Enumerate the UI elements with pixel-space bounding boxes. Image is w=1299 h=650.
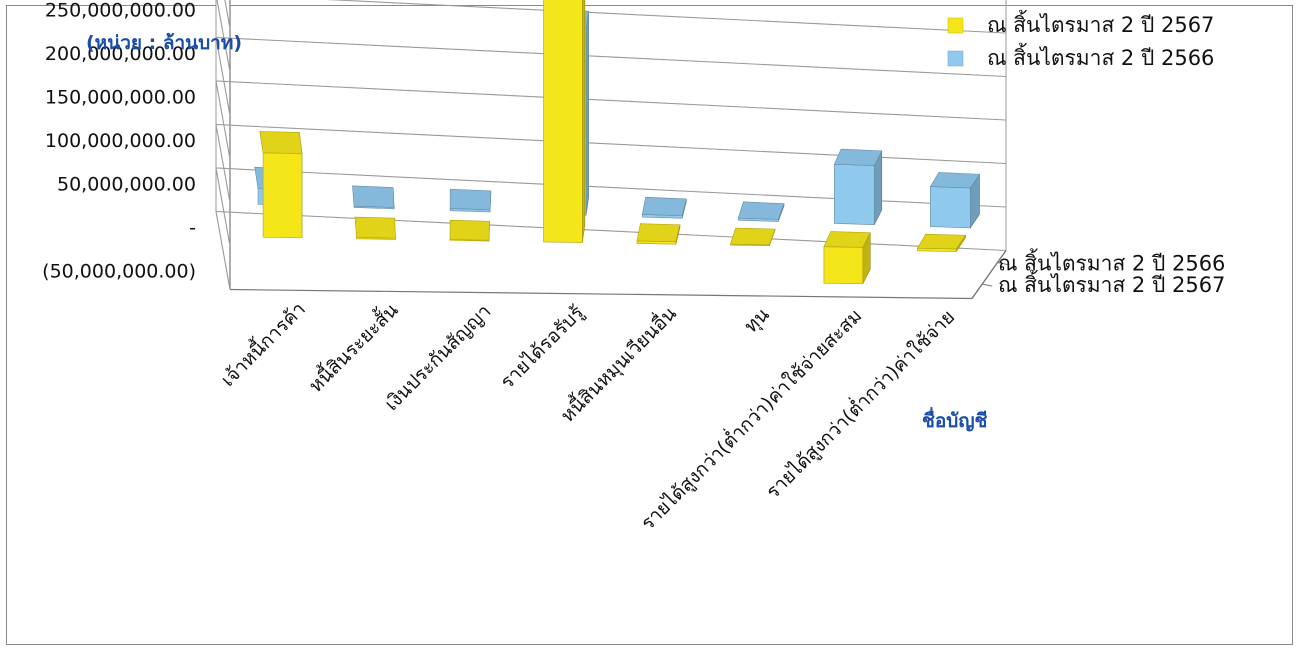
y-tick-label: 200,000,000.00 [45,43,196,65]
bar [730,227,776,247]
bar [259,131,303,239]
x-tick-label: ทุน [740,304,774,338]
bar-side [582,0,586,243]
y-tick-label: 250,000,000.00 [45,0,196,22]
y-tick-label: - [189,217,196,239]
bar-top [641,196,687,217]
y-tick-label: 150,000,000.00 [45,87,196,109]
floor-front-edge [229,288,973,300]
gridline [215,123,1007,203]
bar [929,172,981,229]
gridline [215,210,1007,290]
y-tick-label: (50,000,000.00) [42,261,196,283]
bar [449,188,492,213]
bar [543,0,586,243]
left-wall [216,0,230,290]
bar-front [834,163,875,226]
bar-top [916,233,966,250]
gridline [224,0,231,29]
bar-side [585,11,589,216]
bar [833,148,883,226]
bar-front [262,152,303,239]
x-axis-ticks: เจ้าหนี้การค้าหนี้สินระยะสั้นเงินประกันส… [215,296,959,534]
bar [354,216,396,240]
bar [641,196,687,219]
gridline [216,0,1007,73]
chart-walls [215,0,1007,300]
bar-front [930,186,971,229]
bar-top [929,172,981,189]
gridlines [215,0,1007,290]
legend-swatch [947,50,964,67]
depth-label: ณ สิ้นไตรมาส 2 ปี 2567 [998,270,1225,297]
bar-top [449,188,492,211]
y-tick-label: 100,000,000.00 [45,130,196,152]
x-tick-label: รายได้รอรับรู้ [496,301,588,393]
x-tick-label: หนี้สินระยะสั้น [303,297,403,397]
bar-top [352,185,395,208]
depth-tick [997,262,1008,265]
depth-label: ณ สิ้นไตรมาส 2 ปี 2566 [998,249,1225,276]
bar-top [730,227,776,246]
gridline [215,80,1007,160]
legend: ณ สิ้นไตรมาส 2 ปี 2567 ณ สิ้นไตรมาส 2 ปี … [947,10,1214,70]
gridline [215,36,1007,116]
bar-top [449,219,490,241]
unit-label: (หน่วย : ล้านบาท) [86,32,242,54]
bar-front [543,0,583,243]
bar-top [833,148,883,166]
bar-top [737,201,785,220]
bar [636,223,681,245]
bar-top [636,223,681,242]
x-tick-label: เจ้าหนี้การค้า [215,296,310,391]
legend-swatch [947,17,964,34]
x-tick-label: รายได้สูงกว่า(ต่ำกว่า)ค่าใช้จ่าย [760,304,959,503]
bar-top [354,216,396,239]
y-tick-label: 50,000,000.00 [57,174,196,196]
bar-front [823,246,864,285]
bar [352,185,395,210]
bar [737,201,785,222]
legend-label: ณ สิ้นไตรมาส 2 ปี 2567 [987,10,1214,37]
bar-top [259,131,303,154]
x-axis-title: ชื่อบัญชี [922,407,988,432]
bar [916,233,966,253]
bars [254,0,981,285]
depth-tick [982,283,993,287]
depth-axis-line [971,250,1007,299]
gridline [215,167,1007,247]
bar-top [823,231,871,248]
bar [449,219,490,242]
y-axis-ticks: 400,000,000.00350,000,000.00300,000,000.… [42,0,196,283]
bar [823,231,871,285]
legend-label: ณ สิ้นไตรมาส 2 ปี 2566 [987,43,1214,70]
